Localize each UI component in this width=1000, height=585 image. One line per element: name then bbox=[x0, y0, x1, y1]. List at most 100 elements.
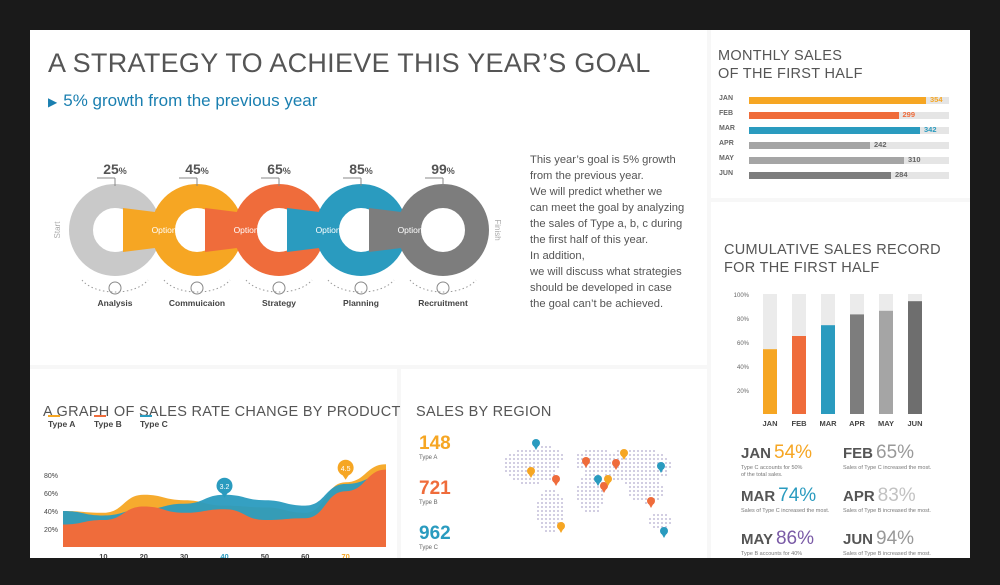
region-type: Type B bbox=[419, 500, 438, 506]
x-tick-label: MAR bbox=[819, 419, 837, 428]
map-pin-icon bbox=[657, 462, 665, 470]
month-label: FEB bbox=[719, 110, 733, 117]
step-percent: 99% bbox=[431, 161, 455, 177]
strategy-diagram: Start Finish Option 01 Option 02 Option 03 Op… bbox=[53, 161, 502, 308]
marker-orange bbox=[337, 459, 354, 476]
legend-swatch bbox=[94, 415, 106, 417]
month-label: MAR bbox=[719, 125, 735, 132]
map-pin-tip bbox=[528, 473, 534, 478]
description-line: the goal can’t be achieved. bbox=[530, 298, 664, 310]
step-arc bbox=[163, 279, 231, 293]
step-percent: 45% bbox=[185, 161, 209, 177]
step-percent: 65% bbox=[267, 161, 291, 177]
map-pin-tip bbox=[583, 463, 589, 468]
x-tick-label: 30 bbox=[180, 552, 188, 558]
cumulative-title-line1: CUMULATIVE SALES RECORD bbox=[724, 242, 941, 258]
sales-rate-panel: A GRAPH OF SALES RATE CHANGE BY PRODUCT … bbox=[30, 369, 400, 558]
step-label: Strategy bbox=[262, 298, 296, 308]
x-tick-label: 50 bbox=[261, 552, 269, 558]
map-pin-icon bbox=[552, 475, 560, 483]
marker-blue-label: 3.2 bbox=[220, 484, 230, 491]
block-month: MAY bbox=[741, 531, 773, 548]
block-percent: 74% bbox=[778, 485, 817, 506]
y-tick-label: 100% bbox=[734, 293, 750, 299]
monthly-row: FEB 299 bbox=[719, 109, 959, 121]
step-connector bbox=[287, 208, 319, 252]
finish-label: Finish bbox=[493, 219, 502, 240]
map-pin-icon bbox=[620, 449, 628, 457]
region-item: 721 Type B bbox=[419, 478, 451, 506]
map-pin-icon bbox=[557, 522, 565, 530]
legend-label: Type B bbox=[94, 419, 122, 429]
block-month: JUN bbox=[843, 531, 874, 548]
map-pin-tip bbox=[621, 455, 627, 460]
page-subtitle: ▶ 5% growth from the previous year bbox=[48, 91, 317, 111]
map-pin-tip bbox=[553, 481, 559, 486]
map-pin-tip bbox=[558, 528, 564, 533]
cumulative-block: MAR 74% Sales of Type C increased the most… bbox=[741, 485, 829, 515]
description-line: can meet the goal by analyzing bbox=[530, 202, 685, 214]
monthly-sales-panel: MONTHLY SALES OF THE FIRST HALF JAN 354 FEB… bbox=[711, 30, 970, 198]
map-pin-icon bbox=[594, 475, 602, 483]
step-connector bbox=[123, 208, 155, 252]
y-tick-label: 80% bbox=[44, 473, 58, 480]
block-note: Sales of Type C increased the most. bbox=[741, 508, 830, 514]
step-arc bbox=[327, 279, 395, 293]
description-line: In addition, bbox=[530, 250, 585, 262]
cumulative-bar-chart: 100% 80% 60% 40% 20% JAN FEB MAR APR MAY JUN bbox=[734, 293, 923, 428]
monthly-title-line2: OF THE FIRST HALF bbox=[718, 66, 863, 82]
bar-value: 284 bbox=[895, 170, 908, 179]
cumulative-title: CUMULATIVE SALES RECORD FOR THE FIRST HAL… bbox=[724, 241, 941, 277]
monthly-row: MAY 310 bbox=[719, 154, 959, 166]
step-option-label: Option 03 bbox=[316, 225, 353, 235]
x-tick-label: JAN bbox=[762, 419, 777, 428]
monthly-row: APR 242 bbox=[719, 139, 959, 151]
map-pin-tip bbox=[648, 503, 654, 508]
flask-icon bbox=[190, 281, 204, 295]
region-type: Type A bbox=[419, 455, 438, 461]
bar-fill bbox=[749, 127, 920, 134]
bar-fill bbox=[749, 112, 899, 119]
x-tick-label: 40 bbox=[220, 552, 228, 558]
y-tick-label: 80% bbox=[737, 317, 750, 323]
legend-swatch bbox=[48, 415, 60, 417]
step-connector bbox=[205, 208, 237, 252]
clock-icon bbox=[272, 281, 286, 295]
bar bbox=[763, 349, 777, 414]
block-note: Sales of Type B increased the most. bbox=[843, 508, 931, 514]
bar-fill bbox=[749, 172, 891, 179]
monthly-row: JAN 354 bbox=[719, 94, 959, 106]
x-tick-label: FEB bbox=[792, 419, 808, 428]
coins-icon bbox=[354, 281, 368, 295]
marker-blue bbox=[216, 477, 233, 494]
block-month: JAN bbox=[741, 445, 772, 462]
block-percent: 83% bbox=[877, 485, 916, 506]
legend-label: Type C bbox=[140, 419, 168, 429]
map-pin-icon bbox=[532, 439, 540, 447]
strategy-panel: A STRATEGY TO ACHIEVE THIS YEAR’S GOAL ▶… bbox=[30, 30, 707, 365]
map-pin-tip bbox=[601, 488, 607, 493]
block-heading: FEB 65% bbox=[843, 442, 931, 464]
map-pin-icon bbox=[582, 457, 590, 465]
step-arc bbox=[81, 279, 149, 293]
map-pin-tip bbox=[613, 465, 619, 470]
strategy-step bbox=[397, 184, 489, 276]
map-pin-icon bbox=[647, 497, 655, 505]
x-tick-label: APR bbox=[849, 419, 865, 428]
block-note: Sales of Type B increased the most. bbox=[843, 551, 931, 557]
map-pin-tip bbox=[661, 533, 667, 538]
x-tick-label: 10 bbox=[99, 552, 107, 558]
bar bbox=[792, 336, 806, 414]
money-bag-icon bbox=[108, 281, 122, 295]
map-pin-icon bbox=[612, 459, 620, 467]
block-heading: MAR 74% bbox=[741, 485, 829, 507]
block-percent: 54% bbox=[774, 442, 813, 463]
description-line: the sales of Type a, b, c during bbox=[530, 218, 683, 230]
block-heading: APR 83% bbox=[843, 485, 931, 507]
cumulative-block: JUN 94% Sales of Type B increased the most… bbox=[843, 528, 931, 558]
step-arc bbox=[245, 279, 313, 293]
cumulative-title-line2: FOR THE FIRST HALF bbox=[724, 260, 880, 276]
monthly-title-line1: MONTHLY SALES bbox=[718, 48, 843, 64]
month-label: JAN bbox=[719, 95, 734, 102]
region-value: 148 bbox=[419, 433, 451, 454]
